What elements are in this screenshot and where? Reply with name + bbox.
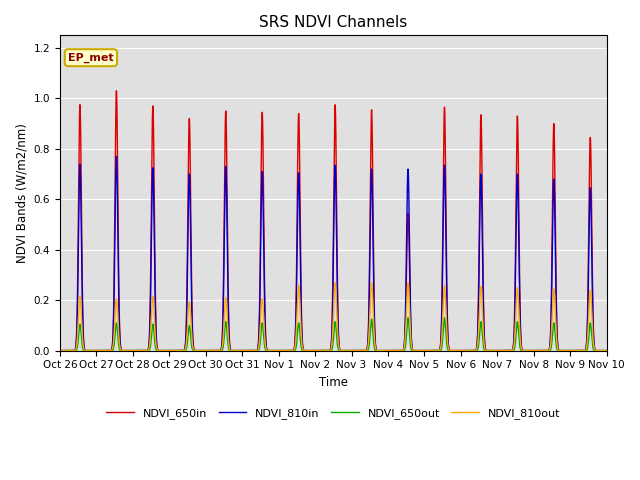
NDVI_810out	[260, 332, 268, 338]
NDVI_650in	[113, 88, 120, 94]
Text: EP_met: EP_met	[68, 52, 114, 63]
NDVI_650in	[601, 348, 609, 353]
NDVI_810in	[601, 348, 609, 353]
NDVI_650out	[260, 343, 268, 348]
NDVI_810in	[113, 154, 120, 159]
NDVI_810out	[56, 348, 64, 353]
Title: SRS NDVI Channels: SRS NDVI Channels	[259, 15, 408, 30]
NDVI_650out	[440, 315, 448, 321]
NDVI_810out	[486, 348, 494, 353]
NDVI_650out	[409, 348, 417, 353]
NDVI_810out	[603, 348, 611, 353]
NDVI_650out	[603, 348, 611, 353]
NDVI_650out	[56, 348, 64, 353]
NDVI_650in	[56, 348, 64, 353]
NDVI_650in	[486, 348, 494, 353]
NDVI_810in	[261, 303, 269, 309]
NDVI_650in	[603, 348, 611, 353]
Y-axis label: NDVI Bands (W/m2/nm): NDVI Bands (W/m2/nm)	[15, 123, 28, 263]
NDVI_650in	[173, 348, 180, 353]
NDVI_810in	[56, 348, 64, 353]
NDVI_810in	[173, 348, 180, 353]
NDVI_650in	[409, 347, 417, 353]
Line: NDVI_810in: NDVI_810in	[60, 156, 607, 350]
NDVI_810in	[409, 347, 417, 352]
NDVI_650in	[167, 348, 175, 353]
NDVI_650out	[167, 348, 175, 353]
Line: NDVI_650out: NDVI_650out	[60, 318, 607, 350]
NDVI_810in	[603, 348, 611, 353]
NDVI_650in	[261, 288, 269, 294]
NDVI_810in	[167, 348, 175, 353]
Legend: NDVI_650in, NDVI_810in, NDVI_650out, NDVI_810out: NDVI_650in, NDVI_810in, NDVI_650out, NDV…	[102, 404, 564, 423]
NDVI_650out	[486, 348, 494, 353]
Line: NDVI_650in: NDVI_650in	[60, 91, 607, 350]
NDVI_810out	[404, 280, 412, 286]
NDVI_810in	[486, 348, 494, 353]
X-axis label: Time: Time	[319, 376, 348, 389]
NDVI_810out	[167, 348, 175, 353]
NDVI_810out	[601, 348, 609, 353]
NDVI_810out	[409, 347, 417, 353]
NDVI_650out	[173, 348, 180, 353]
NDVI_810out	[173, 348, 180, 353]
NDVI_650out	[601, 348, 609, 353]
Line: NDVI_810out: NDVI_810out	[60, 283, 607, 350]
